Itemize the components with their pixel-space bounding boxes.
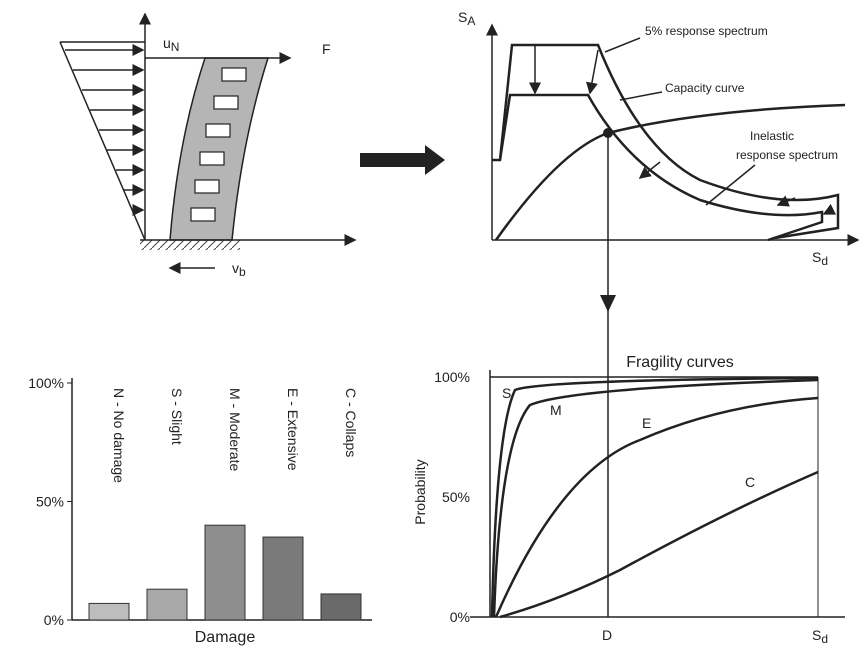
ground: [140, 240, 240, 250]
building-panel: uN F vb: [60, 14, 355, 279]
x-label: Damage: [195, 629, 256, 646]
curve-s: [492, 378, 818, 617]
d-label: D: [602, 627, 612, 643]
annotation: Capacity curve: [665, 81, 745, 95]
curve-c: [500, 472, 818, 617]
bar: [147, 589, 187, 620]
curve-e: [496, 398, 818, 617]
y-tick-label: 0%: [44, 612, 64, 628]
curve-m: [494, 380, 818, 617]
y-tick-label: 0%: [450, 609, 470, 625]
fragility-title: Fragility curves: [626, 354, 734, 371]
d-arrow: [600, 295, 616, 312]
sa-label: SA: [458, 9, 475, 28]
curve-label: C: [745, 474, 755, 490]
capacity-curve: [496, 105, 845, 240]
annotation: response spectrum: [736, 148, 838, 162]
annotation: 5% response spectrum: [645, 24, 768, 38]
bar: [321, 594, 361, 620]
curve-label: S: [502, 385, 511, 401]
curve-label: E: [642, 415, 651, 431]
force-label: F: [322, 41, 331, 57]
fragility-panel: Fragility curves 100% 50% 0% Probability…: [412, 354, 845, 646]
category-label: E - Extensive: [285, 388, 301, 471]
bar: [263, 537, 303, 620]
category-label: C - Collaps: [343, 388, 359, 457]
load-arrows: [65, 50, 143, 210]
curve-label: M: [550, 402, 562, 418]
annotation: Inelastic: [750, 129, 794, 143]
bar: [205, 525, 245, 620]
displacement-label: uN: [163, 35, 179, 54]
y-tick-label: 100%: [28, 375, 64, 391]
figure: uN F vb SA Sd 5% response spectrum Capac…: [0, 0, 868, 650]
sd-label: Sd: [812, 249, 828, 268]
spectrum-panel: SA Sd 5% response spectrum Capacity curv…: [458, 9, 858, 617]
y-tick-label: 100%: [434, 369, 470, 385]
leader-lines: [605, 38, 755, 205]
inelastic-spectrum: [492, 95, 822, 240]
category-label: S - Slight: [169, 388, 185, 445]
category-label: M - Moderate: [227, 388, 243, 471]
bar: [89, 603, 129, 620]
shear-label: vb: [232, 260, 246, 279]
load-triangle: [60, 42, 145, 240]
y-label: Probability: [412, 459, 428, 524]
x-label: Sd: [812, 627, 828, 646]
category-label: N - No damage: [111, 388, 127, 483]
damage-chart: Damage 0% 50% 100% N - No damage S - Slight M…: [28, 375, 372, 646]
big-arrow: [360, 145, 445, 175]
y-tick-label: 50%: [442, 489, 470, 505]
y-tick-label: 50%: [36, 494, 64, 510]
building: [170, 58, 268, 240]
